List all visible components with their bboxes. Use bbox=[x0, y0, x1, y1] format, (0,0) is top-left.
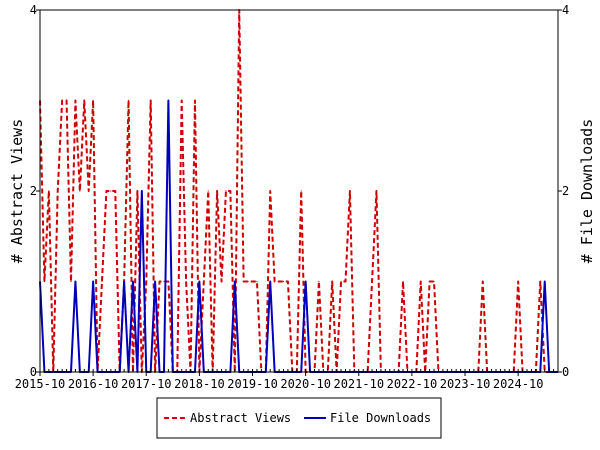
data-point-abstract-views bbox=[61, 99, 63, 102]
x-tick-label: 2024-10 bbox=[493, 377, 544, 391]
data-point-abstract-views bbox=[92, 99, 94, 102]
data-point-abstract-views bbox=[429, 280, 431, 283]
data-point-abstract-views bbox=[482, 280, 484, 283]
data-point-abstract-views bbox=[105, 190, 108, 192]
legend: Abstract Views File Downloads bbox=[156, 397, 442, 439]
y-right-tick-label: 4 bbox=[562, 3, 569, 17]
data-point-abstract-views bbox=[269, 190, 271, 192]
data-point-abstract-views bbox=[79, 190, 81, 192]
x-tick-label: 2023-10 bbox=[440, 377, 491, 391]
x-tick-label: 2017-10 bbox=[121, 377, 172, 391]
data-point-abstract-views bbox=[163, 280, 165, 283]
data-point-abstract-views bbox=[539, 280, 541, 283]
data-point-abstract-views bbox=[287, 280, 289, 283]
y-axis-right-title: # File Downloads bbox=[578, 119, 596, 264]
y-left-tick-label: 0 bbox=[30, 365, 37, 379]
data-point-abstract-views bbox=[70, 280, 72, 283]
data-point-file-downloads bbox=[123, 280, 125, 283]
data-point-abstract-views bbox=[243, 280, 245, 283]
data-point-abstract-views bbox=[150, 99, 152, 102]
data-point-abstract-views bbox=[375, 190, 378, 192]
data-point-abstract-views bbox=[110, 190, 112, 192]
data-point-abstract-views bbox=[420, 280, 422, 283]
data-point-abstract-views bbox=[185, 280, 187, 283]
data-point-abstract-views bbox=[278, 280, 280, 283]
x-tick-label: 2021-10 bbox=[333, 377, 384, 391]
data-point-abstract-views bbox=[83, 99, 85, 102]
data-point-abstract-views bbox=[247, 280, 249, 283]
data-point-file-downloads bbox=[305, 280, 307, 283]
x-tick-label: 2022-10 bbox=[387, 377, 438, 391]
data-point-abstract-views bbox=[194, 99, 196, 102]
data-point-abstract-views bbox=[158, 280, 161, 283]
data-point-abstract-views bbox=[256, 280, 258, 283]
data-point-file-downloads bbox=[141, 190, 143, 192]
data-point-abstract-views bbox=[371, 280, 373, 283]
data-point-abstract-views bbox=[318, 280, 320, 283]
x-tick-label: 2015-10 bbox=[15, 377, 66, 391]
data-point-file-downloads bbox=[154, 280, 156, 283]
data-point-abstract-views bbox=[114, 190, 116, 192]
data-point-abstract-views bbox=[145, 280, 147, 283]
data-point-abstract-views bbox=[433, 280, 435, 283]
data-point-abstract-views bbox=[340, 280, 342, 283]
x-tick-label: 2020-10 bbox=[280, 377, 331, 391]
data-point-abstract-views bbox=[225, 190, 227, 192]
data-point-abstract-views bbox=[216, 190, 218, 192]
data-point-file-downloads bbox=[544, 280, 546, 283]
data-point-abstract-views bbox=[48, 190, 50, 192]
data-point-file-downloads bbox=[269, 280, 271, 283]
data-point-abstract-views bbox=[136, 190, 138, 192]
data-point-abstract-views bbox=[167, 280, 169, 283]
x-tick-label: 2019-10 bbox=[227, 377, 278, 391]
data-point-abstract-views bbox=[181, 99, 183, 102]
y-axis-left-title: # Abstract Views bbox=[8, 119, 26, 264]
data-point-abstract-views bbox=[274, 280, 276, 283]
data-point-file-downloads bbox=[74, 280, 77, 283]
data-point-abstract-views bbox=[101, 280, 103, 283]
legend-label-abstract-views: Abstract Views bbox=[190, 411, 291, 425]
data-point-abstract-views bbox=[203, 280, 205, 283]
data-point-abstract-views bbox=[229, 190, 231, 192]
legend-label-file-downloads: File Downloads bbox=[330, 411, 431, 425]
data-point-file-downloads bbox=[132, 280, 134, 283]
data-point-file-downloads bbox=[198, 280, 200, 283]
data-point-abstract-views bbox=[344, 280, 347, 283]
data-point-abstract-views bbox=[251, 280, 254, 283]
data-point-abstract-views bbox=[517, 280, 519, 283]
y-left-tick-label: 4 bbox=[30, 3, 37, 17]
data-point-abstract-views bbox=[300, 190, 302, 192]
data-point-abstract-views bbox=[57, 190, 59, 192]
y-left-tick-label: 2 bbox=[30, 184, 37, 198]
data-point-abstract-views bbox=[331, 280, 333, 283]
data-point-abstract-views bbox=[207, 190, 209, 192]
data-point-abstract-views bbox=[402, 280, 404, 283]
x-tick-label: 2016-10 bbox=[68, 377, 119, 391]
data-point-abstract-views bbox=[220, 280, 223, 283]
legend-box bbox=[156, 397, 442, 439]
data-point-abstract-views bbox=[127, 99, 130, 102]
data-point-abstract-views bbox=[43, 280, 46, 283]
y-right-tick-label: 0 bbox=[562, 365, 569, 379]
data-point-file-downloads bbox=[92, 280, 94, 283]
data-point-file-downloads bbox=[234, 280, 236, 283]
data-point-abstract-views bbox=[349, 190, 351, 192]
data-point-abstract-views bbox=[88, 190, 90, 192]
data-point-abstract-views bbox=[74, 99, 77, 102]
y-right-tick-label: 2 bbox=[562, 184, 569, 198]
data-point-file-downloads bbox=[167, 99, 169, 102]
x-tick-label: 2018-10 bbox=[174, 377, 225, 391]
ticks-layer: 2015-10 2016-10 2017-10 2018-10 2019-10 2020-… bbox=[15, 3, 570, 391]
data-point-abstract-views bbox=[282, 280, 285, 283]
data-point-abstract-views bbox=[65, 99, 68, 102]
